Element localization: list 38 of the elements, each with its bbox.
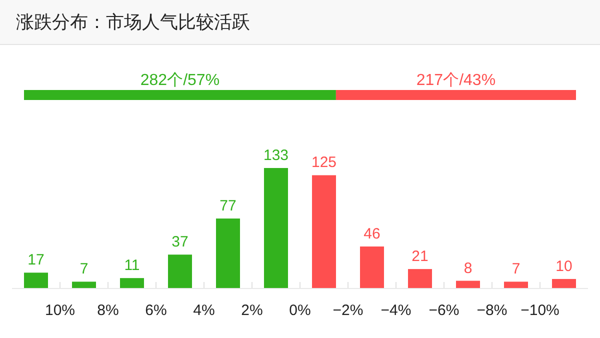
text: 4% <box>193 302 215 319</box>
text: 6% <box>145 302 167 319</box>
bar <box>72 282 96 288</box>
text: −10% <box>520 302 560 319</box>
text: 8% <box>97 302 119 319</box>
text: −6% <box>428 302 460 319</box>
bar <box>504 282 528 288</box>
data-label: 217个/43% <box>416 71 496 89</box>
text: 0% <box>289 302 311 319</box>
data-label: 7 <box>80 260 88 278</box>
bar <box>120 278 144 288</box>
text: −2% <box>332 302 364 319</box>
bar <box>456 280 480 288</box>
bar <box>168 254 192 288</box>
data-label: 7 <box>512 260 520 278</box>
data-label: 17 <box>28 252 44 269</box>
bar <box>552 278 576 288</box>
data-label: 46 <box>364 225 380 242</box>
data-label: 21 <box>412 248 428 266</box>
bar <box>24 272 48 288</box>
data-label: 133 <box>263 147 289 164</box>
data-label: 8 <box>464 260 472 277</box>
chart-title: 涨跌分布：市场人气比较活跃 <box>16 12 250 32</box>
bar <box>216 218 240 288</box>
text: 2% <box>241 302 263 319</box>
bar <box>360 246 384 288</box>
bar <box>264 168 288 288</box>
bar <box>312 175 336 288</box>
bar <box>408 269 432 288</box>
data-label: 11 <box>124 257 140 274</box>
data-label: 77 <box>220 198 236 215</box>
text: −8% <box>476 302 508 319</box>
text: −4% <box>380 302 412 319</box>
data-label: 37 <box>172 234 188 251</box>
data-label: 10 <box>556 258 572 275</box>
data-label: 125 <box>311 154 337 172</box>
data-label: 282个/57% <box>140 71 220 89</box>
text: 10% <box>44 302 76 319</box>
